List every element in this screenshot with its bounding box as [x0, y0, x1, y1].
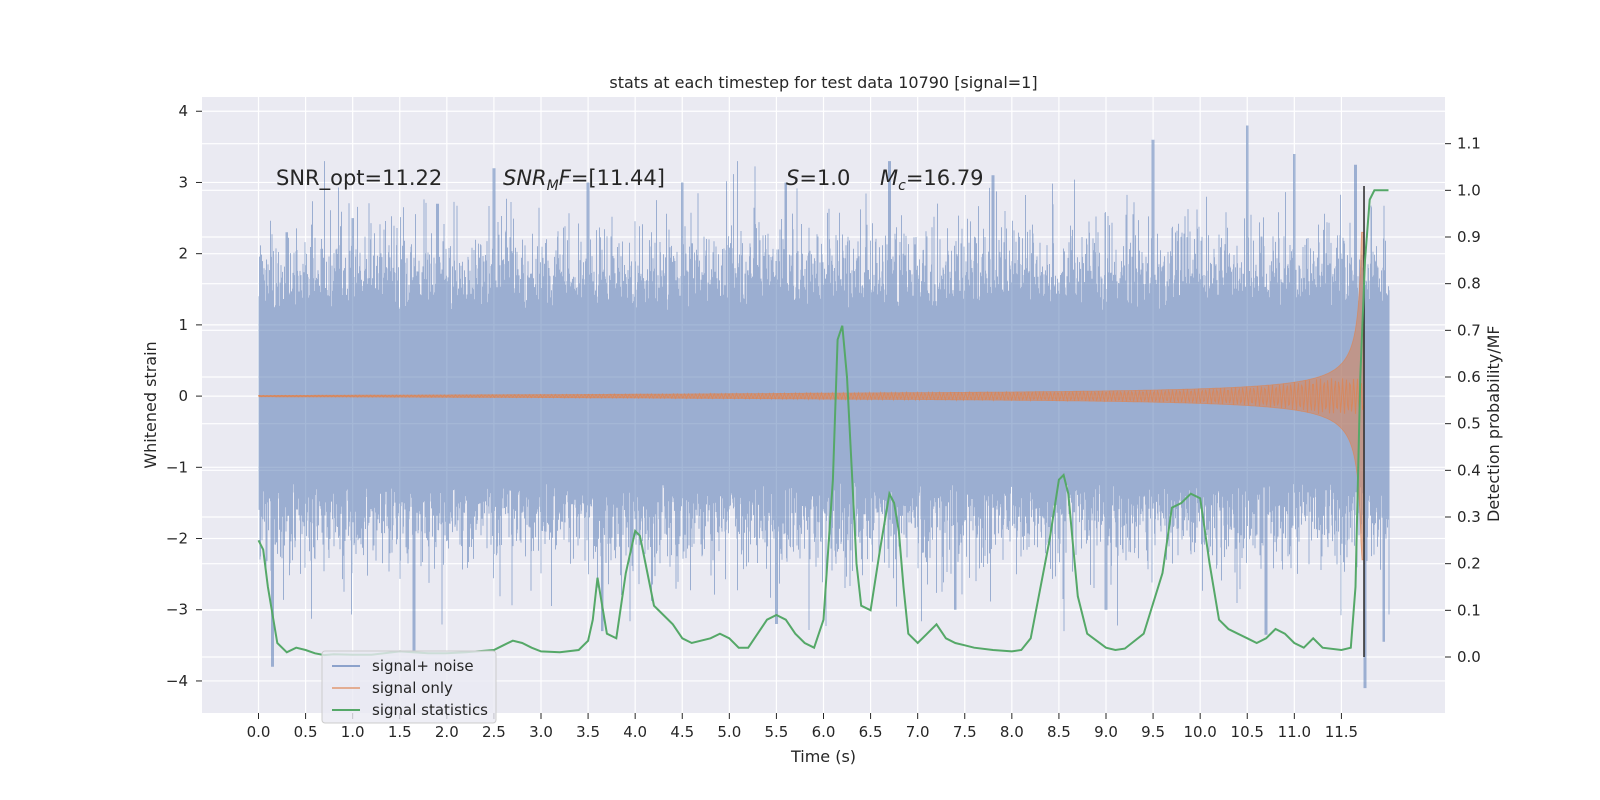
x-tick-label: 3.5: [576, 723, 600, 741]
legend-label: signal statistics: [372, 701, 488, 719]
x-tick-label: 0.0: [247, 723, 271, 741]
series-layer: [257, 125, 1390, 689]
y2-tick-label: 0.5: [1457, 415, 1481, 433]
x-tick-label: 2.5: [482, 723, 506, 741]
y-axis-label: Whitened strain: [141, 341, 160, 468]
series-signal-only-line: [258, 378, 1364, 414]
axis-ticks: 0.0 0.5 1.0 1.5 2.0 2.5 3.0 3.5 4.0 4.5 5.0 5.5 6.0 6…: [166, 102, 1481, 741]
legend-label: signal only: [372, 679, 453, 697]
snr-mf-annotation: SNRMF=[11.44]: [503, 166, 665, 194]
s-annotation: S=1.0: [786, 166, 850, 190]
legend-label: signal+ noise: [372, 657, 474, 675]
y2-tick-label: 0.7: [1457, 321, 1481, 339]
x-tick-label: 2.0: [435, 723, 459, 741]
x-tick-label: 8.5: [1047, 723, 1071, 741]
x-tick-label: 10.5: [1231, 723, 1264, 741]
x-tick-label: 5.0: [717, 723, 741, 741]
x-tick-label: 9.0: [1094, 723, 1118, 741]
x-tick-label: 5.5: [764, 723, 788, 741]
y-tick-label: 2: [178, 245, 188, 263]
y-tick-label: 4: [178, 102, 188, 120]
y-tick-label: −1: [166, 458, 188, 476]
x-tick-label: 7.0: [906, 723, 930, 741]
y2-tick-label: 0.2: [1457, 555, 1481, 573]
x-tick-label: 1.5: [388, 723, 412, 741]
y2-tick-label: 0.4: [1457, 461, 1481, 479]
x-tick-label: 11.5: [1325, 723, 1358, 741]
x-tick-label: 1.0: [341, 723, 365, 741]
y2-axis-label: Detection probability/MF: [1484, 325, 1503, 522]
x-tick-label: 7.5: [953, 723, 977, 741]
x-tick-label: 0.5: [294, 723, 318, 741]
annotations: SNR_opt=11.22 SNRMF=[11.44] S=1.0 Mc=16.…: [276, 166, 984, 194]
y-tick-label: 1: [178, 316, 188, 334]
x-tick-label: 3.0: [529, 723, 553, 741]
series-signal-statistics: [257, 189, 1389, 657]
legend: signal+ noise signal only signal statistic…: [321, 650, 497, 724]
mc-annotation: Mc=16.79: [880, 166, 984, 194]
y2-tick-label: 0.1: [1457, 601, 1481, 619]
y-tick-label: 0: [178, 387, 188, 405]
y2-tick-label: 0.8: [1457, 275, 1481, 293]
y2-tick-label: 0.6: [1457, 368, 1481, 386]
x-tick-label: 4.0: [623, 723, 647, 741]
x-axis-label: Time (s): [790, 747, 856, 766]
y2-tick-label: 1.0: [1457, 181, 1481, 199]
x-tick-label: 6.0: [812, 723, 836, 741]
y-tick-label: −4: [166, 672, 188, 690]
x-tick-label: 10.0: [1183, 723, 1216, 741]
y-tick-label: 3: [178, 173, 188, 191]
chart-title: stats at each timestep for test data 107…: [609, 73, 1037, 92]
legend-box: [321, 650, 497, 724]
y2-tick-label: 0.0: [1457, 648, 1481, 666]
x-tick-label: 4.5: [670, 723, 694, 741]
x-tick-label: 6.5: [859, 723, 883, 741]
y2-tick-label: 0.9: [1457, 228, 1481, 246]
series-signal-noise: [258, 125, 1390, 689]
y-tick-label: −3: [166, 601, 188, 619]
y2-tick-label: 1.1: [1457, 135, 1481, 153]
y-tick-label: −2: [166, 530, 188, 548]
y2-tick-label: 0.3: [1457, 508, 1481, 526]
snr-opt-annotation: SNR_opt=11.22: [276, 166, 442, 191]
x-tick-label: 8.0: [1000, 723, 1024, 741]
x-tick-label: 11.0: [1278, 723, 1311, 741]
x-tick-label: 9.5: [1141, 723, 1165, 741]
